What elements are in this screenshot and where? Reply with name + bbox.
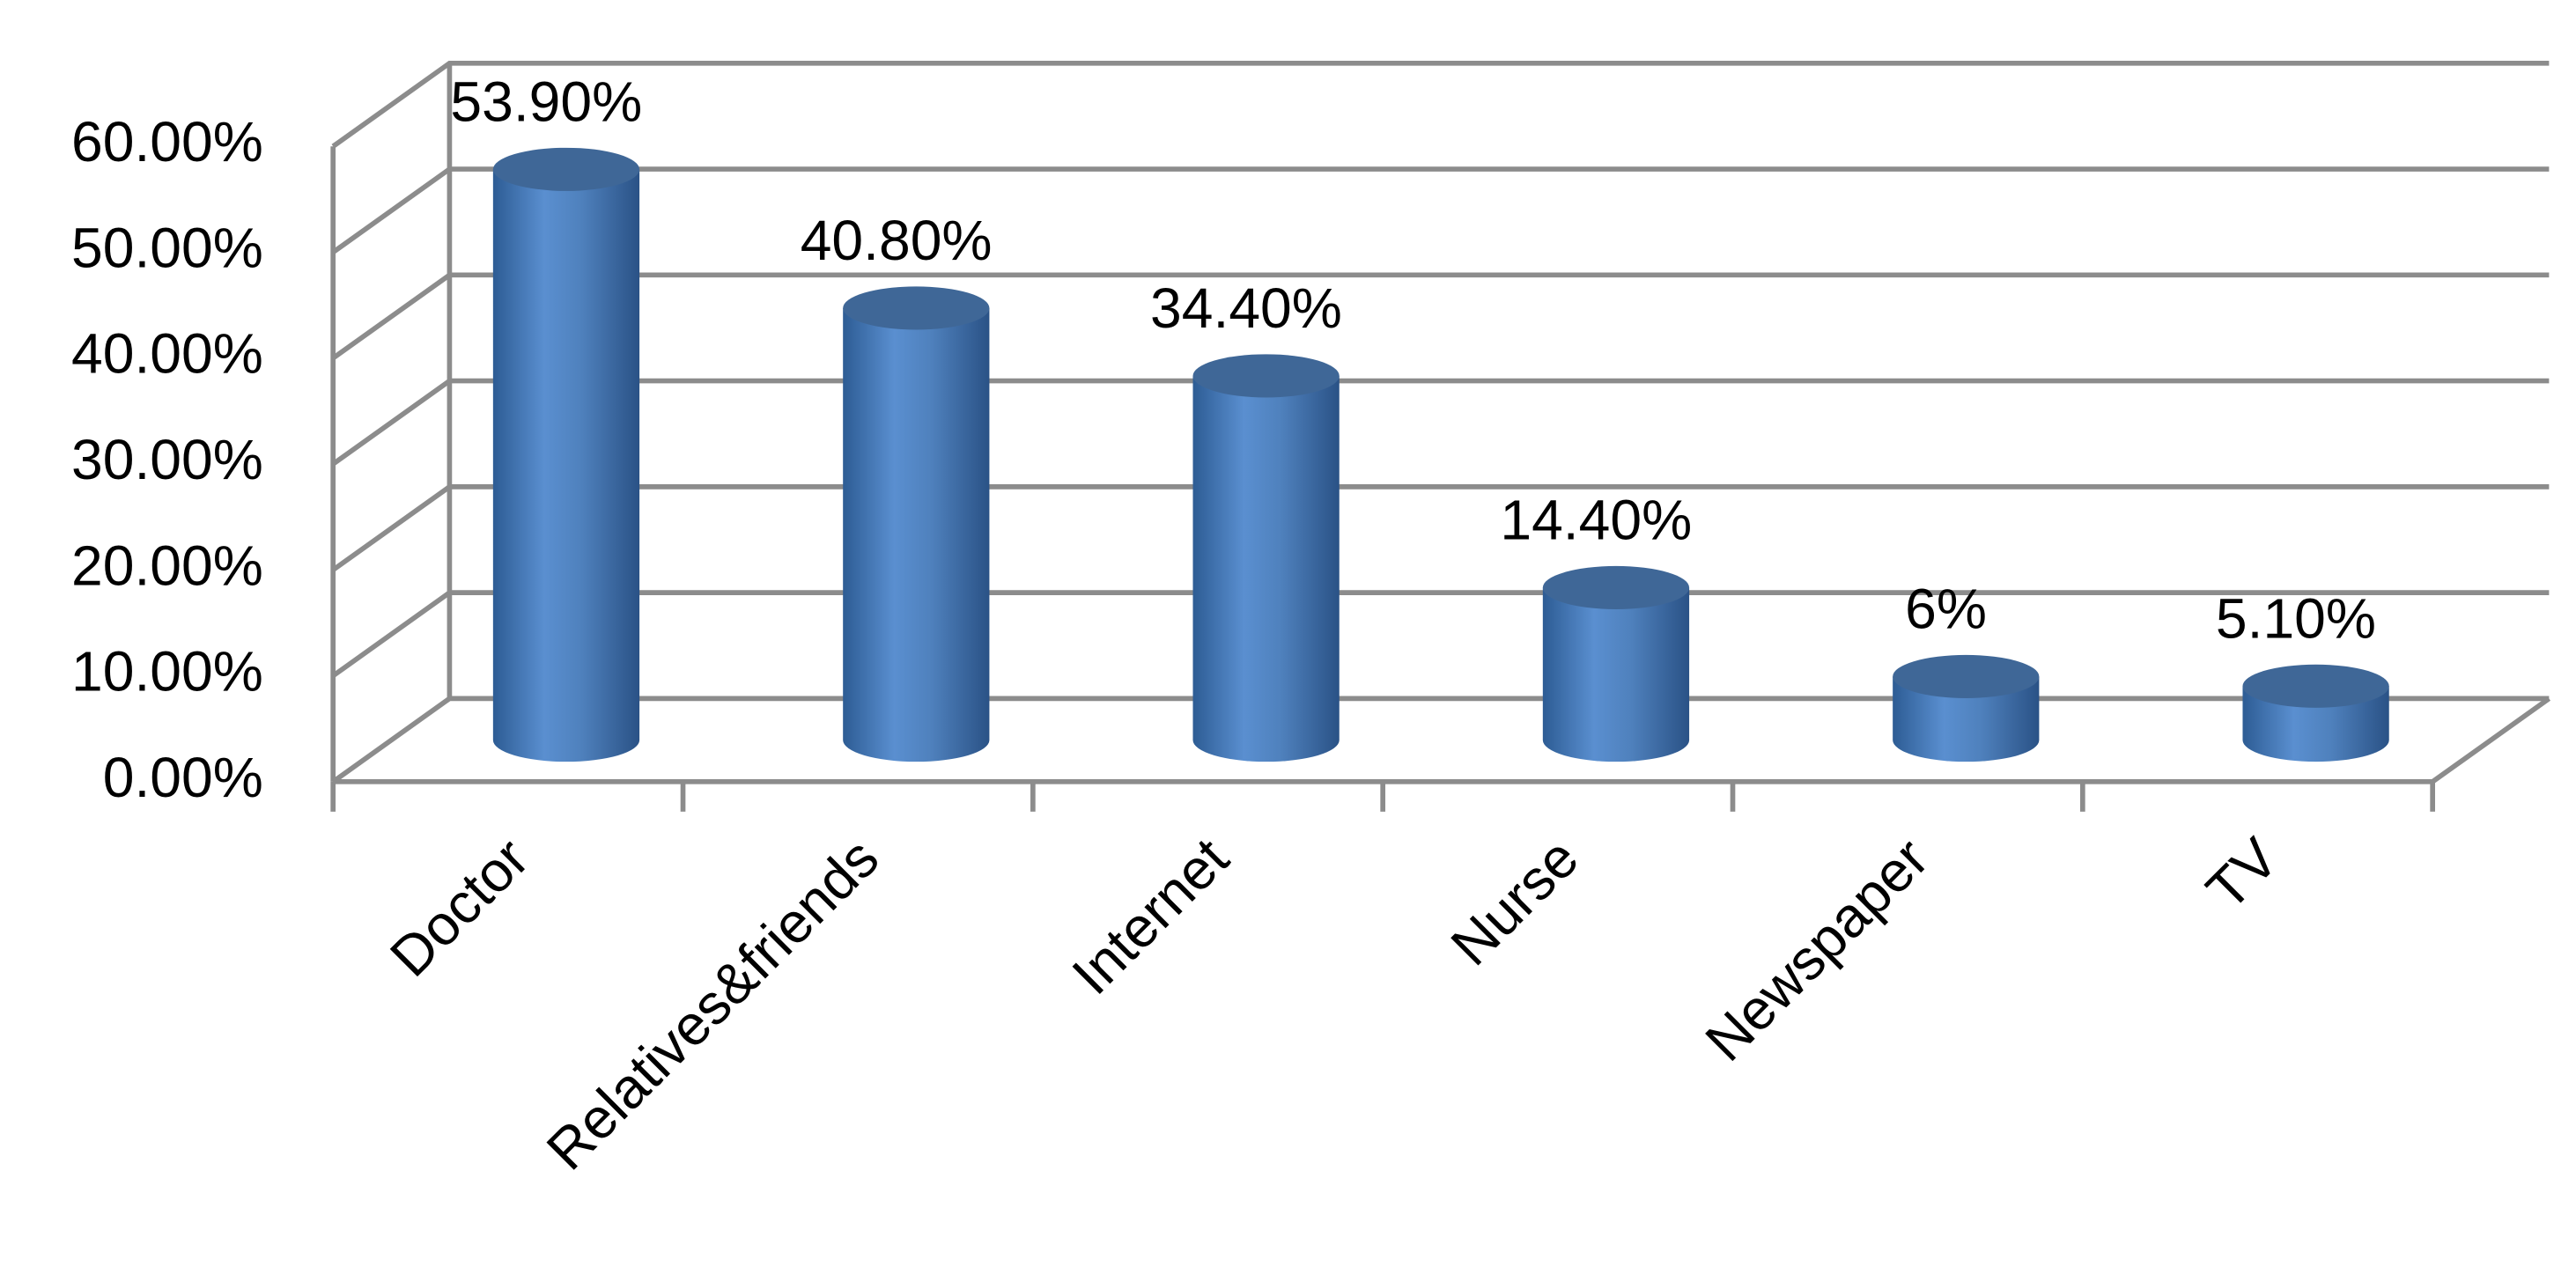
bar-body	[1192, 375, 1340, 762]
bar-top	[1192, 354, 1340, 398]
grid-line	[331, 696, 2550, 784]
value-label: 6%	[1905, 578, 1987, 641]
bar-top	[492, 147, 640, 191]
grid-line	[331, 590, 2550, 678]
bar	[492, 147, 640, 762]
x-tick-label: Nurse	[1439, 826, 1591, 977]
bar-body	[1893, 676, 2040, 762]
bar-body	[1542, 587, 1690, 762]
bar	[1893, 654, 2040, 762]
grid-line	[331, 166, 2550, 254]
y-tick-label: 10.00%	[71, 640, 263, 703]
grid-line	[331, 484, 2550, 572]
grid-line	[331, 272, 2550, 361]
x-tick-label: TV	[2195, 826, 2291, 922]
value-label: 5.10%	[2216, 586, 2376, 650]
y-tick-label: 0.00%	[103, 746, 263, 809]
bar-top	[843, 286, 990, 330]
bar	[1542, 565, 1690, 762]
y-tick-label: 30.00%	[71, 428, 263, 491]
y-tick-label: 40.00%	[71, 322, 263, 386]
value-label: 14.40%	[1500, 489, 1692, 552]
bar-top	[1893, 654, 2040, 699]
bar	[843, 286, 990, 762]
y-tick-label: 60.00%	[71, 110, 263, 173]
value-label: 40.80%	[801, 209, 993, 272]
bar	[1192, 354, 1340, 762]
bar-body	[843, 307, 990, 762]
x-tick-label: Doctor	[378, 826, 541, 989]
grid-line	[331, 378, 2550, 467]
floor-edge	[333, 696, 2551, 784]
bar-top	[2242, 664, 2389, 708]
x-tick-label: Relatives&friends	[535, 826, 890, 1182]
bar-body	[492, 169, 640, 762]
x-tick-label: Newspaper	[1694, 826, 1941, 1073]
bar-top	[1542, 565, 1690, 609]
x-tick-label: Internet	[1060, 826, 1241, 1006]
value-label: 34.40%	[1150, 276, 1342, 340]
y-tick-label: 50.00%	[71, 216, 263, 279]
y-tick-label: 20.00%	[71, 534, 263, 597]
bar-body	[2242, 686, 2389, 762]
value-label: 53.90%	[450, 70, 642, 134]
bar	[2242, 664, 2389, 762]
grid-line	[331, 60, 2550, 149]
